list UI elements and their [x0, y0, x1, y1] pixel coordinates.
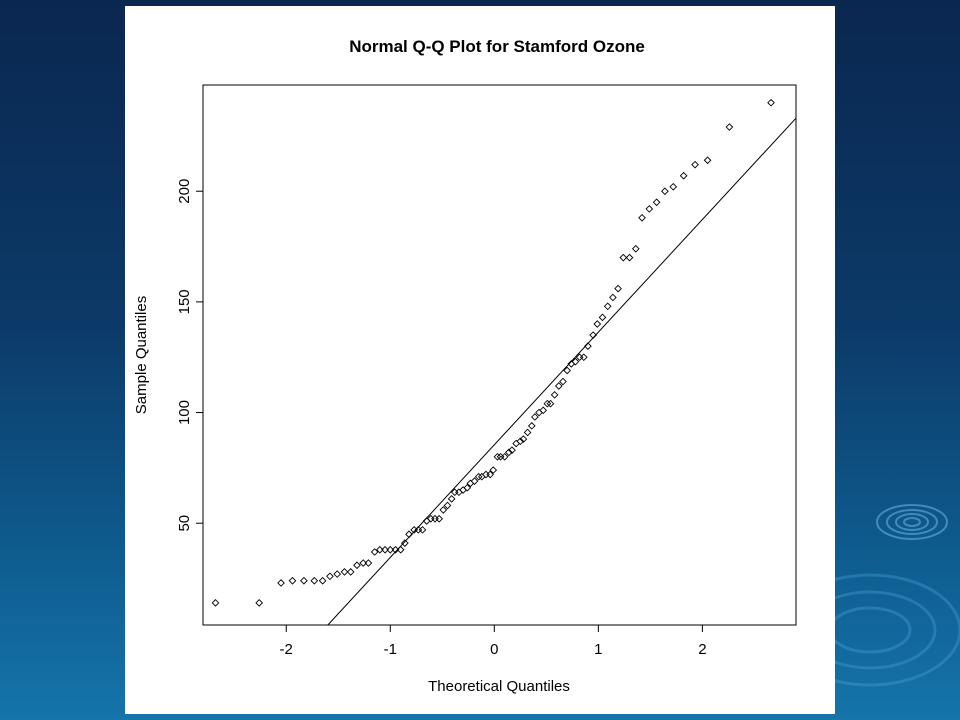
data-point [418, 525, 427, 534]
data-point [550, 390, 559, 399]
x-tick-label: 1 [594, 641, 602, 658]
qq-plot: Normal Q-Q Plot for Stamford Ozone -2 -1 0… [133, 37, 797, 695]
data-point [603, 302, 612, 311]
data-point [593, 320, 602, 328]
data-point [703, 156, 712, 165]
data-point [546, 399, 555, 408]
data-point [767, 98, 775, 107]
data-point [725, 123, 734, 131]
data-point [359, 559, 368, 567]
data-point [353, 561, 361, 570]
data-point [500, 452, 509, 461]
data-point [474, 472, 483, 481]
data-point [535, 408, 543, 417]
data-point [631, 244, 640, 253]
data-point [527, 421, 536, 430]
data-point [463, 483, 472, 492]
data-point [370, 548, 379, 556]
data-point [386, 545, 395, 554]
data-point [563, 366, 571, 375]
data-point [539, 406, 548, 415]
data-point [598, 313, 607, 322]
data-point [516, 437, 525, 446]
data-point [405, 530, 413, 539]
data-point [559, 377, 567, 386]
data-point [579, 353, 588, 362]
data-point [376, 545, 384, 554]
data-point [277, 579, 285, 587]
y-axis-label: Sample Quantiles [133, 296, 150, 414]
chart-panel: Normal Q-Q Plot for Stamford Ozone -2 -1 0… [125, 6, 835, 714]
data-point [614, 284, 622, 293]
x-tick-label: -1 [384, 641, 397, 658]
data-point [300, 576, 308, 585]
data-point [435, 514, 443, 523]
data-point [396, 545, 405, 554]
y-tick-label: 50 [176, 515, 193, 532]
data-point [609, 293, 617, 302]
data-point [459, 486, 467, 494]
data-point [318, 576, 327, 585]
x-tick-label: 0 [490, 641, 498, 658]
data-point [669, 182, 678, 191]
data-point [443, 501, 452, 510]
data-point [447, 495, 456, 503]
data-point [211, 599, 220, 607]
data-point [340, 568, 349, 576]
data-point [625, 253, 634, 262]
data-point [645, 205, 654, 213]
data-point [679, 171, 688, 180]
data-point [619, 253, 628, 262]
y-tick-label: 100 [176, 400, 193, 425]
chart-title: Normal Q-Q Plot for Stamford Ozone [349, 37, 645, 56]
plot-frame [202, 84, 797, 626]
data-point [638, 213, 646, 222]
data-point [505, 448, 513, 457]
data-point [691, 160, 699, 169]
data-point [584, 342, 592, 350]
data-point [400, 539, 409, 547]
data-point [255, 599, 264, 607]
data-point [519, 435, 528, 443]
data-point [470, 477, 479, 485]
data-point [364, 559, 373, 567]
data-point [589, 331, 597, 339]
data-point [455, 488, 463, 497]
data-point [326, 572, 334, 581]
data-point [486, 470, 494, 479]
data-point [333, 570, 342, 578]
data-point [508, 446, 516, 455]
data-point [652, 198, 661, 207]
x-tick-label: -2 [280, 641, 293, 658]
data-point [482, 470, 490, 479]
data-point [381, 545, 389, 554]
data-point [310, 576, 319, 585]
data-point [391, 545, 400, 554]
data-point [531, 413, 539, 421]
data-point [512, 439, 520, 448]
x-axis-label: Theoretical Quantiles [428, 678, 570, 695]
data-point [493, 452, 502, 461]
data-point [554, 382, 563, 390]
y-tick-label: 200 [176, 179, 193, 204]
data-point [439, 506, 448, 514]
data-point [523, 428, 532, 437]
x-tick-label: 2 [698, 641, 706, 658]
data-point [661, 187, 669, 196]
y-tick-label: 150 [176, 289, 193, 314]
data-point [489, 466, 498, 474]
data-point [288, 576, 297, 585]
data-point [571, 357, 580, 366]
data-point [543, 399, 552, 408]
data-point [431, 514, 439, 523]
data-point [346, 568, 355, 576]
